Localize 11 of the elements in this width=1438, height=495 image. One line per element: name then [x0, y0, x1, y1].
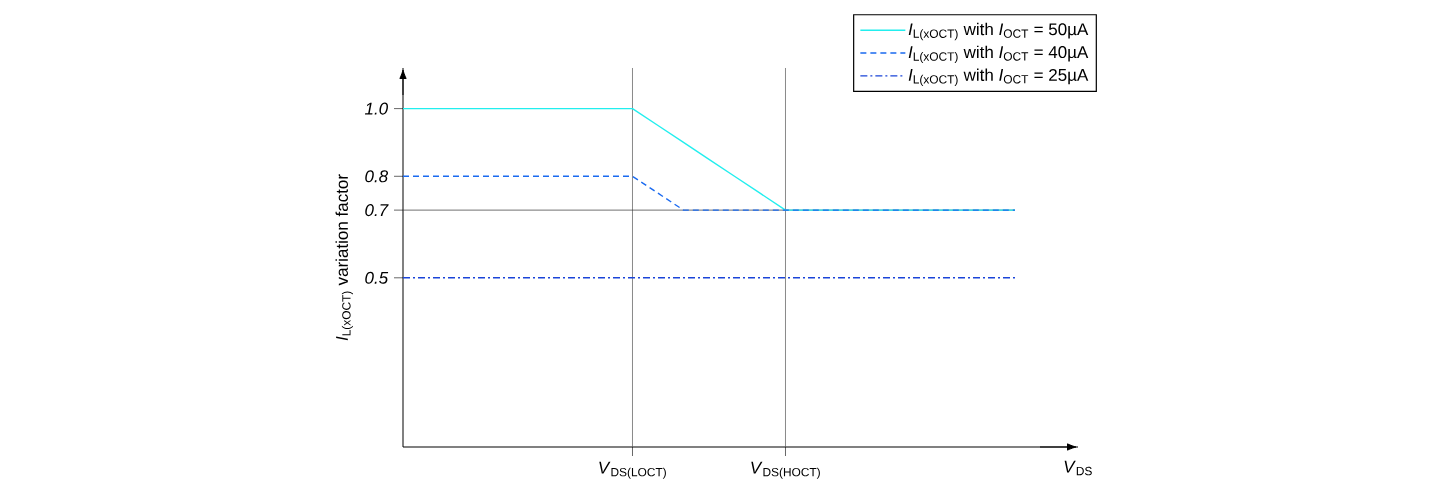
x-axis-title: V$_{DS}$ [1064, 460, 1092, 476]
y-axis-title: I$_{L(xOCT)}$ variation factor [335, 174, 353, 341]
x-tick-label: V$_{DS(LOCT)}$ [599, 461, 666, 479]
y-tick-label: 0.5 [365, 271, 389, 284]
legend-label: I$_{L(xOCT)}$ with I$_{OCT}$ = 40µA [908, 45, 1089, 64]
legend-label: I$_{L(xOCT)}$ with I$_{OCT}$ = 50µA [908, 22, 1089, 41]
y-tick-label: 0.7 [365, 204, 389, 217]
x-tick-label: V$_{DS(HOCT)}$ [751, 461, 820, 479]
y-tick-label: 1.0 [364, 102, 388, 115]
legend-label: I$_{L(xOCT)}$ with I$_{OCT}$ = 25µA [908, 68, 1089, 86]
y-tick-label: 0.8 [365, 170, 389, 183]
